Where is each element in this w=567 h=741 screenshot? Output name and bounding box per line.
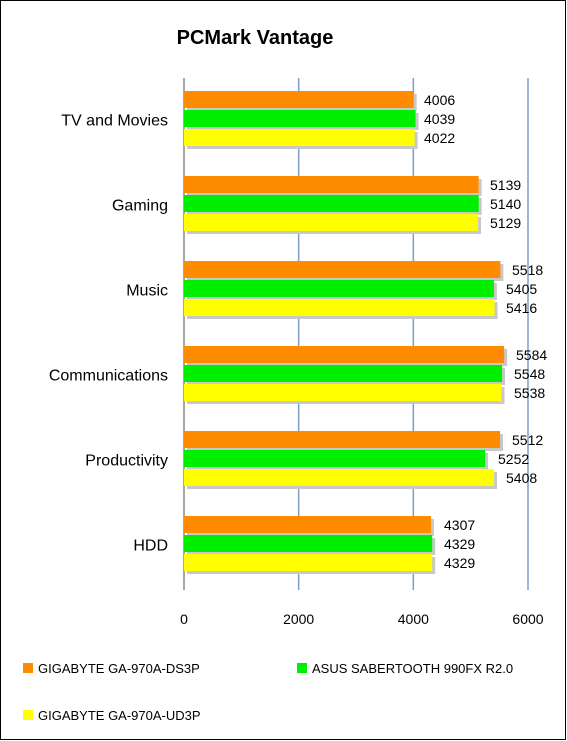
data-label: 4329 [444,536,475,552]
bars [184,91,508,574]
bar [184,280,494,297]
bar [184,554,433,571]
data-label: 5408 [506,470,537,486]
legend-swatch [297,663,307,673]
data-label: 5538 [514,385,545,401]
chart-title: PCMark Vantage [177,27,334,49]
data-label: 5129 [490,215,521,231]
bar [184,535,433,552]
bar [184,346,505,363]
data-label: 5140 [490,196,521,212]
bar [184,129,415,146]
bar [184,261,501,278]
data-labels: 4006 4039 4022 5139 5140 5129 5518 5405 5416 5584… [424,92,547,571]
category-label: Communications [49,368,168,385]
legend-swatch [23,663,33,673]
bar [184,516,431,533]
data-label: 4329 [444,555,475,571]
bar [184,384,502,401]
gridlines [183,78,529,590]
bar [184,91,414,108]
x-axis-ticks: 0 2000 4000 6000 [180,611,544,627]
legend-label: GIGABYTE GA-970A-UD3P [38,708,201,723]
data-label: 4307 [444,517,475,533]
data-label: 4022 [424,130,455,146]
bar [184,431,501,448]
x-tick-label: 6000 [512,611,543,627]
data-label: 5512 [512,432,543,448]
legend-label: ASUS SABERTOOTH 990FX R2.0 [312,661,513,676]
data-label: 5548 [514,366,545,382]
legend-label: GIGABYTE GA-970A-DS3P [38,661,200,676]
legend-swatch [23,710,33,720]
data-label: 5416 [506,300,537,316]
category-label: Productivity [85,453,168,470]
category-label: Music [126,283,168,300]
category-labels: TV and Movies Gaming Music Communications Pr… [49,113,168,555]
bar [184,214,479,231]
data-label: 5405 [506,281,537,297]
data-label: 4006 [424,92,455,108]
data-label: 5518 [512,262,543,278]
x-tick-label: 2000 [283,611,314,627]
data-label: 5139 [490,177,521,193]
data-label: 4039 [424,111,455,127]
bar [184,195,479,212]
bar [184,176,479,193]
category-label: HDD [133,538,168,555]
x-tick-label: 4000 [398,611,429,627]
bar [184,469,495,486]
bar [184,299,495,316]
bar [184,365,503,382]
legend: GIGABYTE GA-970A-DS3P ASUS SABERTOOTH 990… [23,661,513,723]
data-label: 5252 [498,451,529,467]
data-label: 5584 [516,347,547,363]
x-tick-label: 0 [180,611,188,627]
category-label: Gaming [112,198,168,215]
category-label: TV and Movies [61,113,168,130]
bar [184,110,416,127]
bar [184,450,486,467]
